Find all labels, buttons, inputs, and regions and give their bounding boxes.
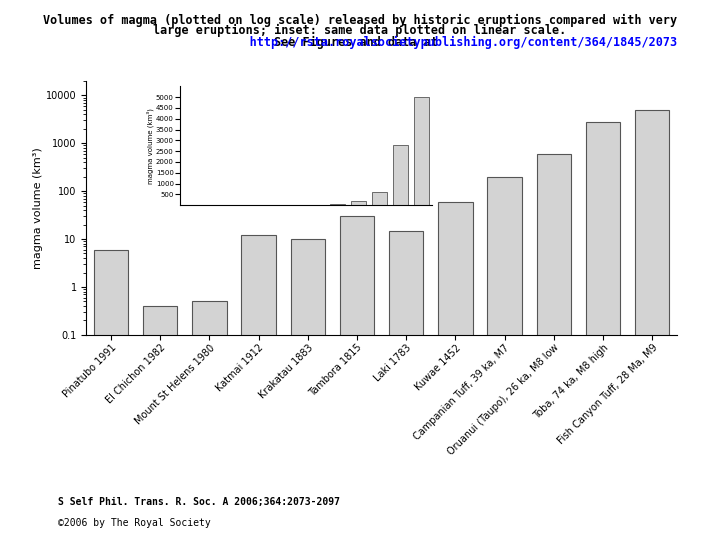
Text: S Self Phil. Trans. R. Soc. A 2006;364:2073-2097: S Self Phil. Trans. R. Soc. A 2006;364:2… bbox=[58, 497, 340, 507]
Bar bbox=[487, 177, 522, 540]
Text: Volumes of magma (plotted on log scale) released by historic eruptions compared : Volumes of magma (plotted on log scale) … bbox=[43, 14, 677, 26]
Bar bbox=[291, 239, 325, 540]
Bar bbox=[143, 306, 177, 540]
Text: http://rsta.royalsocietypublishing.org/content/364/1845/2073: http://rsta.royalsocietypublishing.org/c… bbox=[43, 36, 677, 49]
Bar bbox=[586, 122, 620, 540]
Bar bbox=[372, 192, 387, 205]
Y-axis label: magma volume (km³): magma volume (km³) bbox=[147, 108, 154, 184]
Bar bbox=[94, 249, 128, 540]
Bar bbox=[351, 201, 366, 205]
Bar bbox=[192, 301, 227, 540]
Y-axis label: magma volume (km³): magma volume (km³) bbox=[33, 147, 43, 269]
Bar bbox=[340, 216, 374, 540]
Bar bbox=[438, 202, 472, 540]
Bar bbox=[389, 231, 423, 540]
Bar bbox=[330, 204, 345, 205]
Text: ©2006 by The Royal Society: ©2006 by The Royal Society bbox=[58, 518, 210, 529]
Text: See Figures and data at: See Figures and data at bbox=[274, 36, 446, 49]
Bar bbox=[393, 145, 408, 205]
Text: large eruptions; inset: same data plotted on linear scale.: large eruptions; inset: same data plotte… bbox=[153, 24, 567, 37]
Bar bbox=[414, 97, 429, 205]
Bar bbox=[241, 235, 276, 540]
Bar bbox=[635, 110, 670, 540]
Bar bbox=[536, 154, 571, 540]
